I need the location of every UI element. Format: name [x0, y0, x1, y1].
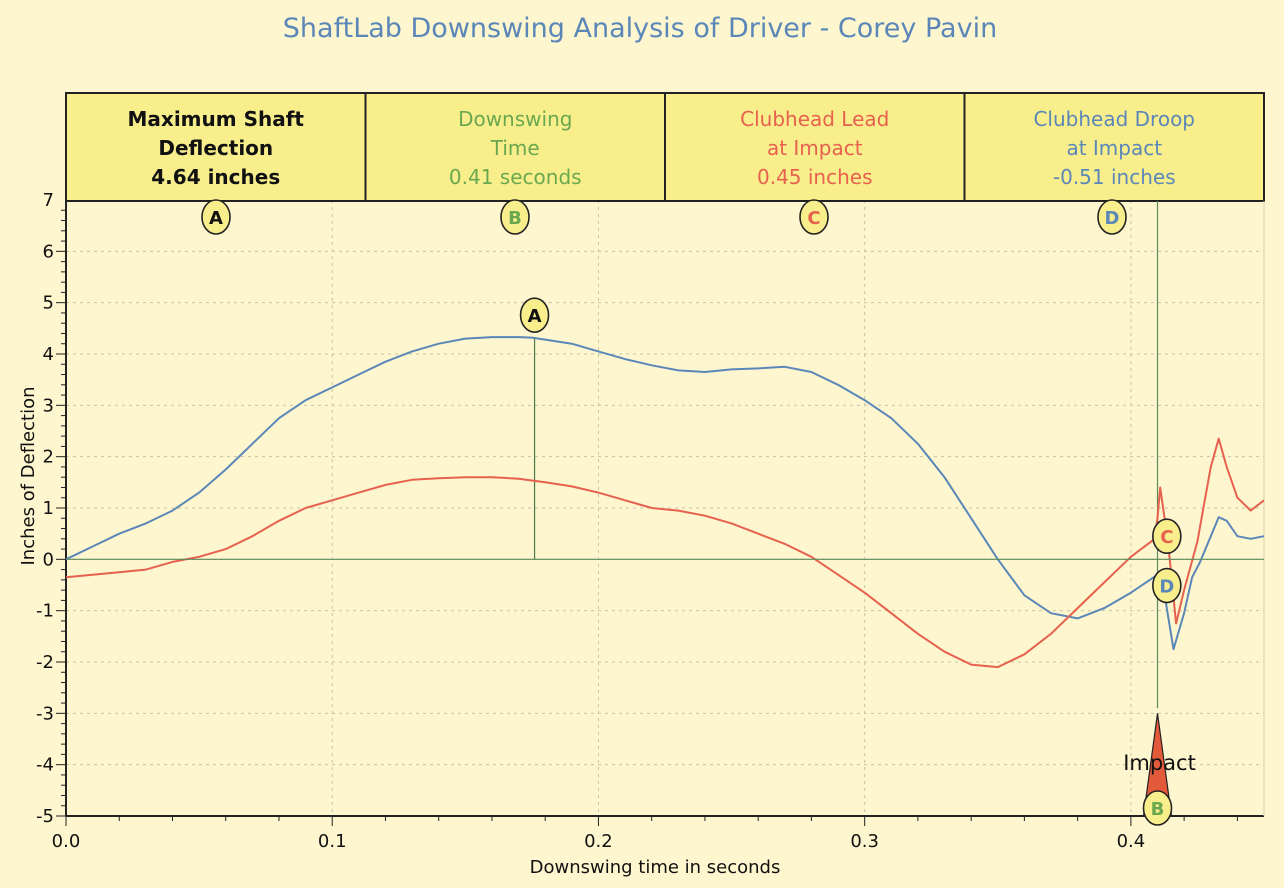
marker-letter: D	[1159, 577, 1174, 598]
x-tick-label: 0.0	[52, 831, 81, 852]
y-tick-label: -1	[36, 601, 54, 622]
marker-circle	[1142, 790, 1173, 826]
series-line	[65, 437, 1265, 669]
summary-label: Clubhead Lead	[740, 107, 889, 131]
box-markers: A B C D	[201, 199, 1127, 235]
marker-letter: B	[508, 208, 522, 229]
x-tick-label: 0.1	[318, 831, 347, 852]
x-tick-label: 0.2	[584, 831, 613, 852]
impact-indicator: Impact	[1123, 713, 1196, 817]
summary-box	[664, 92, 966, 202]
y-tick-label: 4	[43, 344, 54, 365]
marker-letter: C	[807, 208, 820, 229]
box-marker-B: B	[500, 199, 530, 235]
y-tick-label: 6	[43, 241, 54, 262]
summary-value: 4.64 inches	[151, 165, 280, 189]
axis-ticks: 7 6 5 4 3 2 1 0 -1 -2 -3 -4 -5 0.0 0.1 0.2 0.3 0.4	[36, 190, 1238, 852]
point-labels: A C D B	[519, 297, 1182, 826]
plot-frame	[65, 93, 1265, 817]
box-marker-C: C	[799, 199, 829, 235]
marker-letter: B	[1151, 799, 1165, 820]
x-tick-label: 0.3	[850, 831, 879, 852]
point-marker-A: A	[519, 297, 550, 333]
vertical-markers	[533, 201, 1159, 709]
y-tick-label: 1	[43, 498, 54, 519]
marker-circle	[1152, 518, 1182, 555]
marker-circle	[1152, 567, 1182, 604]
marker-circle	[500, 199, 530, 235]
summary-value: 0.41 seconds	[449, 165, 582, 189]
summary-box	[65, 92, 367, 202]
chart-title: ShaftLab Downswing Analysis of Driver - …	[283, 13, 997, 44]
summary-box	[963, 92, 1265, 202]
marker-circle	[519, 297, 550, 333]
grid-lines	[66, 199, 1264, 817]
summary-label: Maximum Shaft	[128, 107, 305, 131]
summary-label: Clubhead Droop	[1033, 107, 1195, 131]
y-tick-label: -3	[36, 703, 54, 724]
summary-label: Downswing	[458, 107, 572, 131]
marker-letter: A	[528, 306, 542, 327]
y-tick-label: -2	[36, 652, 54, 673]
y-tick-label: -4	[36, 755, 54, 776]
x-tick-label: 0.4	[1117, 831, 1146, 852]
summary-label: at Impact	[1066, 136, 1162, 160]
y-tick-label: 0	[43, 549, 54, 570]
summary-boxes: Maximum Shaft Deflection 4.64 inches Downsw…	[65, 92, 1265, 202]
y-axis-label: Inches of Deflection	[18, 387, 39, 566]
marker-letter: C	[1160, 527, 1173, 548]
summary-value: -0.51 inches	[1053, 165, 1176, 189]
y-tick-label: 3	[43, 395, 54, 416]
y-tick-label: -5	[36, 806, 54, 827]
summary-label: Deflection	[158, 136, 273, 160]
point-marker-C: C	[1152, 518, 1182, 555]
marker-circle	[1097, 199, 1127, 235]
y-tick-label: 5	[43, 293, 54, 314]
marker-circle	[799, 199, 829, 235]
y-tick-label: 2	[43, 447, 54, 468]
summary-value: 0.45 inches	[757, 165, 873, 189]
point-marker-D: D	[1152, 567, 1182, 604]
series-lines	[65, 336, 1265, 669]
impact-label: Impact	[1123, 751, 1196, 775]
series-line	[65, 336, 1265, 651]
y-tick-label: 7	[43, 190, 54, 211]
summary-label: Time	[490, 136, 540, 160]
box-marker-D: D	[1097, 199, 1127, 235]
x-axis-label: Downswing time in seconds	[530, 857, 781, 878]
summary-label: at Impact	[767, 136, 863, 160]
marker-letter: A	[209, 208, 223, 229]
marker-letter: D	[1105, 208, 1120, 229]
point-marker-B: B	[1142, 790, 1173, 826]
marker-circle	[201, 199, 231, 235]
box-marker-A: A	[201, 199, 231, 235]
